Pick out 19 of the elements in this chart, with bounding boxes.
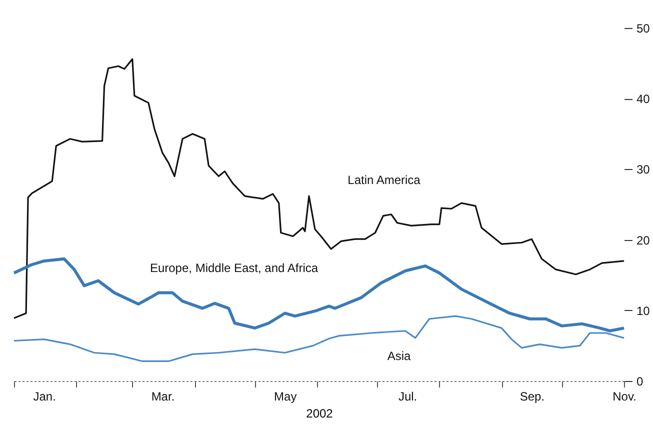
x-tick-label: Sep. (520, 390, 545, 404)
y-tick-label: 20 (636, 233, 650, 248)
y-tick-label: 50 (636, 22, 650, 36)
series-label: Europe, Middle East, and Africa (150, 261, 318, 275)
line-series (13, 315, 625, 362)
text: Latin America (348, 173, 421, 187)
line-series (12, 257, 626, 332)
x-tick-label: Mar. (151, 390, 175, 404)
x-tick-label: Jan. (33, 390, 56, 404)
series-label: Asia (387, 349, 411, 363)
y-tick-label: 30 (636, 162, 650, 177)
x-tick-label: Nov. (612, 390, 636, 404)
y-tick-label: 0 (636, 374, 644, 388)
y-tick-label: 40 (636, 92, 650, 106)
line-series (13, 58, 625, 319)
x-axis-title: 2002 (306, 406, 334, 420)
y-tick-label: 10 (636, 304, 650, 318)
x-tick-label: Jul. (398, 390, 418, 404)
x-tick-label: May (274, 390, 297, 404)
